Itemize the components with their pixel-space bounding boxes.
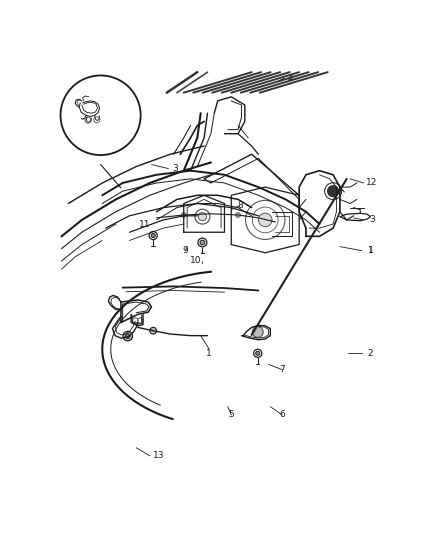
Text: 5: 5 xyxy=(228,410,234,419)
Ellipse shape xyxy=(256,351,260,356)
Text: 11: 11 xyxy=(139,220,151,229)
Text: 8: 8 xyxy=(237,201,243,210)
Ellipse shape xyxy=(151,233,155,238)
Ellipse shape xyxy=(150,327,156,334)
Text: 12: 12 xyxy=(367,179,378,188)
Text: 3: 3 xyxy=(173,164,178,173)
Ellipse shape xyxy=(328,186,339,197)
Text: 4: 4 xyxy=(288,74,293,83)
Ellipse shape xyxy=(125,334,130,338)
Text: 7: 7 xyxy=(279,365,285,374)
Ellipse shape xyxy=(200,240,205,245)
Text: 13: 13 xyxy=(152,451,164,461)
Text: 1: 1 xyxy=(367,246,373,255)
Ellipse shape xyxy=(258,213,272,227)
Ellipse shape xyxy=(236,213,240,217)
Text: 1: 1 xyxy=(367,246,373,255)
Text: 6: 6 xyxy=(279,410,285,419)
Text: 9: 9 xyxy=(183,246,188,255)
Text: 2: 2 xyxy=(367,349,373,358)
Text: 1: 1 xyxy=(206,349,212,358)
Ellipse shape xyxy=(181,213,186,217)
Ellipse shape xyxy=(252,327,263,337)
Text: 10: 10 xyxy=(190,256,201,265)
Text: 3: 3 xyxy=(369,215,375,224)
Ellipse shape xyxy=(123,332,132,341)
Ellipse shape xyxy=(198,213,206,221)
